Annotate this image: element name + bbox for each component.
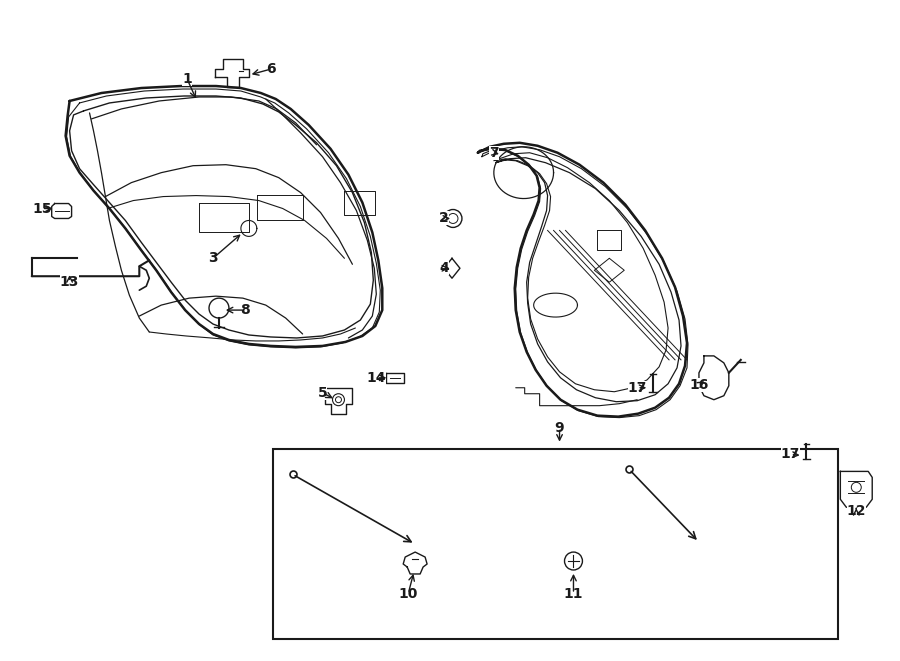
Text: 14: 14 (366, 371, 386, 385)
Text: 3: 3 (208, 251, 218, 265)
Text: 16: 16 (689, 378, 708, 392)
Text: 5: 5 (318, 386, 328, 400)
Text: 11: 11 (563, 587, 583, 601)
Text: 17: 17 (781, 447, 800, 461)
Text: 17: 17 (627, 381, 647, 395)
Text: 15: 15 (32, 202, 51, 215)
Text: 2: 2 (439, 212, 449, 225)
Bar (273, 449, 839, 639)
Text: 1: 1 (182, 72, 192, 86)
Text: 8: 8 (240, 303, 249, 317)
Text: 6: 6 (266, 62, 275, 76)
Text: 9: 9 (554, 420, 564, 434)
Text: 10: 10 (399, 587, 418, 601)
Text: 13: 13 (60, 275, 79, 290)
Text: 4: 4 (439, 261, 449, 275)
Text: 12: 12 (847, 504, 866, 518)
Text: 7: 7 (489, 145, 499, 160)
